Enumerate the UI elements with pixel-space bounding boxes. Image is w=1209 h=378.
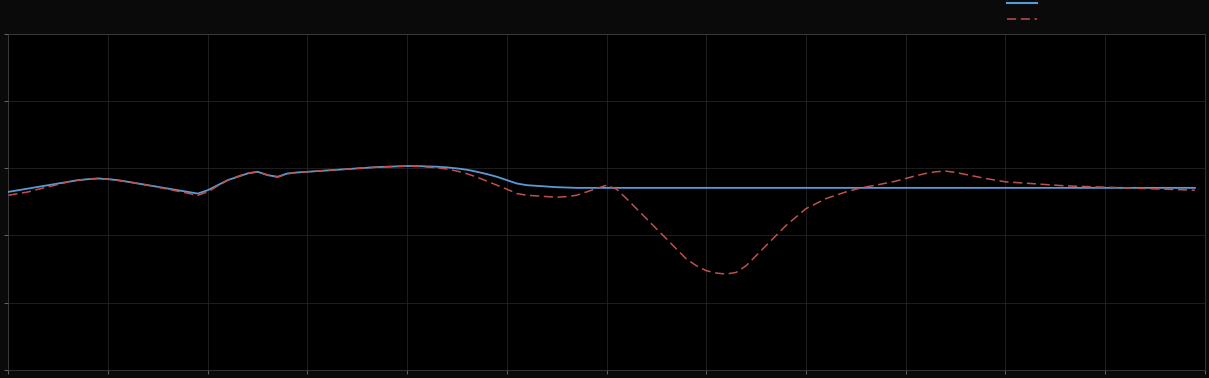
Legend: , : ,: [1007, 0, 1045, 25]
